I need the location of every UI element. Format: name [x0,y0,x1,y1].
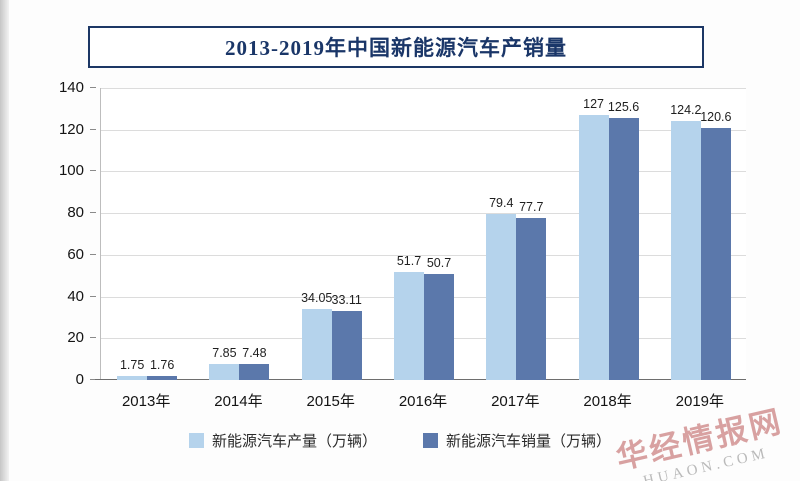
y-tick-40 [90,295,96,297]
y-tick-20 [90,337,96,339]
x-label-2015年: 2015年 [306,393,355,410]
bar-sales-2013年 [147,376,178,380]
bar-sales-2015年 [331,310,362,380]
bar-production-2017年 [486,214,517,380]
y-tick-label-60: 60 [67,245,84,263]
legend-item-production: 新能源汽车产量（万辆） [188,430,377,451]
bar-production-2018年 [578,115,609,380]
y-tick-80 [90,212,96,214]
y-tick-label-0: 0 [75,371,84,388]
value-label-production-2016年: 51.7 [396,254,422,269]
bar-production-2019年 [670,120,701,380]
y-tick-0 [90,379,96,380]
bar-sales-2017年 [516,217,547,380]
legend-swatch-sales [423,433,438,448]
value-label-sales-2014年: 7.48 [242,346,267,361]
value-label-sales-2019年: 120.6 [700,110,732,125]
value-label-sales-2017年: 77.7 [519,199,544,214]
x-label-2019年: 2019年 [675,393,725,410]
legend-label-sales: 新能源汽车销量（万辆） [446,433,612,450]
y-tick-label-100: 100 [58,162,84,180]
value-label-production-2014年: 7.85 [212,345,237,360]
bar-sales-2019年 [700,128,731,380]
y-tick-100 [90,170,96,172]
value-label-sales-2013年: 1.76 [149,358,175,373]
x-label-2016年: 2016年 [398,393,448,410]
x-label-2014年: 2014年 [214,393,263,410]
y-tick-label-80: 80 [67,204,84,222]
value-label-sales-2018年: 125.6 [607,100,640,115]
y-tick-label-140: 140 [58,79,84,96]
value-label-production-2018年: 127 [583,97,604,112]
scan-edge [0,0,9,481]
plot-area: 1.75 1.76 7.85 7.48 34.05 33.11 51.7 50.7 79.4 77… [95,88,746,380]
bar-production-2016年 [394,272,424,380]
y-tick-label-40: 40 [67,287,84,305]
x-label-2013年: 2013年 [121,393,171,410]
bar-sales-2014年 [239,364,270,380]
y-tick-120 [90,128,96,130]
gridline-120 [101,129,746,131]
gridline-100 [101,171,746,173]
bar-production-2015年 [301,308,332,380]
value-label-production-2013年: 1.75 [119,358,145,373]
x-label-2017年: 2017年 [491,393,540,410]
bar-production-2013年 [117,376,148,380]
x-axis: 2013年 2014年 2015年 2016年 2017年 2018年 2019年 [100,388,745,410]
legend-swatch-production [188,433,204,448]
bar-sales-2016年 [424,274,454,380]
gridline-140 [101,88,746,89]
value-label-sales-2016年: 50.7 [426,256,452,271]
y-axis: 0 20 40 60 80 100 120 140 [38,79,96,388]
x-label-2018年: 2018年 [583,393,632,410]
legend-label-production: 新能源汽车产量（万辆） [211,433,377,450]
value-label-sales-2015年: 33.11 [331,292,362,307]
legend: 新能源汽车产量（万辆） 新能源汽车销量（万辆） [0,430,800,451]
y-tick-label-120: 120 [58,120,84,138]
bar-sales-2018年 [608,118,639,380]
y-tick-60 [90,253,96,255]
value-label-production-2019年: 124.2 [670,102,702,117]
value-label-production-2015年: 34.05 [301,290,333,305]
chart-title: 2013-2019年中国新能源汽车产销量 [225,36,567,60]
y-tick-label-20: 20 [67,329,84,347]
chart-title-box: 2013-2019年中国新能源汽车产销量 [88,26,704,68]
gridline-60 [101,254,746,256]
bar-production-2014年 [209,363,240,380]
value-label-production-2017年: 79.4 [489,196,514,211]
legend-item-sales: 新能源汽车销量（万辆） [423,430,611,451]
gridline-80 [101,213,746,215]
y-tick-140 [90,87,96,88]
